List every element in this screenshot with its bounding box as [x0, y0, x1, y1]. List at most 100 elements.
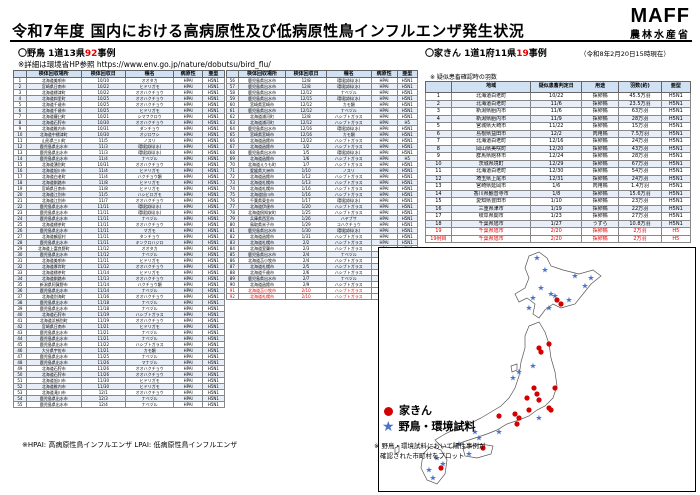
poultry-dot — [536, 397, 542, 403]
cell-no: 9 — [425, 152, 452, 161]
map-note-1: ※ 野鳥・環境試料において陽性事例が — [374, 442, 486, 450]
cell-region: 三重県津市 — [450, 204, 532, 213]
table-row: 13 宮崎県延岡市 1/6 肉用鶏 1.4万羽 H5N1 — [425, 182, 692, 191]
table-row: 19 千葉県旭市 2/20 採卵鶏 2万羽 H5 — [425, 227, 692, 236]
col-species: 種名 — [325, 70, 372, 78]
table-row: 51 北海道旭川市 11/30 ヒドリガモ HPAI H5N1 — [13, 377, 226, 384]
maff-logo: MAFF 農林水産省 — [630, 6, 690, 41]
cell-region: 宮城県大崎市 — [450, 122, 532, 131]
wild-star: ★ — [439, 460, 446, 469]
table-row: 39 鹿児島県出水市 11/18 ナベヅル HPAI H5N1 — [13, 305, 226, 312]
cell-judgement-date: 11/9 — [530, 114, 582, 123]
cell-judgement-date: 1/23 — [530, 212, 582, 221]
table-row: 57 鹿児島県出水市 12/8 環境試料(水) HPAI H5N1 — [226, 83, 419, 90]
wild-star: ★ — [529, 362, 536, 371]
page-title: 令和7年度 国内における高病原性及び低病原性鳥インフルエンザ発生状況 — [12, 22, 525, 40]
legend-wild-label: 野鳥・環境試料 — [398, 420, 476, 433]
wild-star: ★ — [587, 274, 594, 283]
cell-species: ハシブトガラス — [325, 293, 372, 300]
cell-region: 新潟県胎内市 — [450, 107, 532, 116]
poultry-dot — [480, 445, 486, 451]
cell-no: 11 — [425, 167, 452, 176]
poultry-dot — [526, 407, 532, 413]
cell-judgement-date: 11/22 — [530, 122, 582, 131]
table-row: 15 北海道湧別町 10/31 オオハクチョウ HPAI H5N1 — [13, 161, 226, 168]
table-row: 48 鹿児島県出水市 11/26 マナヅル HPAI H5N1 — [13, 359, 226, 366]
table-row: 16 三重県津市 1/19 採卵鶏 22万羽 H5N1 — [425, 204, 692, 213]
cell-subtype: H5N1 — [660, 219, 692, 228]
table-row: 1 北海道白老町 10/22 採卵鶏 45.5万羽 H5N1 — [425, 92, 692, 101]
cell-judgement-date: 12/29 — [530, 159, 582, 168]
table-row: 59 鹿児島県出水市 12/15 環境試料(水) HPAI H5N1 — [226, 95, 419, 102]
cell-count: 27万羽 — [618, 212, 662, 221]
table-row: 38 鹿児島県出水市 11/18 ナベヅル HPAI H5N1 — [13, 299, 226, 306]
wild-star: ★ — [465, 450, 472, 459]
blue-star-icon: ★ — [382, 419, 395, 435]
cell-use: 採卵鶏 — [580, 152, 620, 161]
cell-judgement-date: 11/6 — [530, 99, 582, 108]
poultry-table: 地域 疑似患畜判定日 用途 羽数(約) 亜型 1 北海道白老町 10/22 採卵鶏 45… — [425, 81, 692, 243]
cell-subtype: H5N1 — [660, 159, 692, 168]
col-species: 種名 — [124, 70, 175, 78]
wild-star: ★ — [529, 294, 536, 303]
wild-star: ★ — [533, 254, 540, 263]
table-row: 12 埼玉県上尾市 12/31 採卵鶏 24万羽 H5N1 — [425, 174, 692, 183]
wild-star: ★ — [537, 284, 544, 293]
cell-use: 肉用鶏 — [580, 129, 620, 138]
col-no — [425, 81, 452, 93]
poultry-sub-note: ※ 疑似患畜確認時の羽数 — [430, 74, 497, 81]
wild-star: ★ — [565, 296, 572, 305]
table-row: 9 群馬県館林市 12/24 採卵鶏 28万羽 H5N1 — [425, 152, 692, 161]
wild-star: ★ — [541, 266, 548, 275]
cell-judgement-date: 2/20 — [530, 234, 582, 243]
table-row: 65 宮崎県宮崎市 12/16 カモ類 HPAI H5N1 — [226, 131, 419, 138]
table-row: 26 鹿児島県出水市 11/11 マガモ HPAI H5N1 — [13, 227, 226, 234]
poultry-dot — [536, 345, 542, 351]
wild-heading: 〇野鳥 1道13県92事例 — [18, 46, 115, 59]
table-row: 79 兵庫県西宮市 1/26 ハヤブサ HPAI H5N1 — [226, 215, 419, 222]
cell-date: 12/4 — [80, 401, 126, 408]
cell-no: 1 — [425, 92, 452, 101]
table-row: 36 鹿児島県出水市 11/14 ナベヅル HPAI H5N1 — [13, 287, 226, 294]
table-row: 4 新潟県胎内市 11/9 採卵鶏 28万羽 H5N1 — [425, 114, 692, 123]
cell-subtype: H5N1 — [660, 114, 692, 123]
cell-judgement-date: 1/8 — [530, 189, 582, 198]
cell-no: 3 — [425, 107, 452, 116]
cell-count: 54万羽 — [618, 167, 662, 176]
col-judgement-date: 疑似患畜判定日 — [530, 81, 582, 93]
table-row: 14 香川県観音寺市 1/8 採卵鶏 15.6万羽 H5N1 — [425, 189, 692, 198]
poultry-dot — [496, 413, 502, 419]
cell-judgement-date: 2/20 — [530, 227, 582, 236]
table-row: 49 北海道石狩市 11/26 オオハクチョウ HPAI H5N1 — [13, 365, 226, 372]
maff-logo-sub: 農林水産省 — [630, 30, 690, 41]
poultry-dot — [514, 421, 520, 427]
cell-subtype: H5N1 — [660, 99, 692, 108]
table-row: 20 北海道江別市 11/5 ハシビロガモ HPAI H5N1 — [13, 191, 226, 198]
table-row: 81 鹿児島県出水市 1/30 環境試料(水) HPAI H5N1 — [226, 227, 419, 234]
cell-region: 茨城県境町 — [450, 159, 532, 168]
cell-region: 島根県益田市 — [450, 129, 532, 138]
cell-use: 採卵鶏 — [580, 122, 620, 131]
cell-use: うずら — [580, 219, 620, 228]
cell-use: 採卵鶏 — [580, 114, 620, 123]
hokkaido-shape — [514, 251, 602, 319]
table-row: 74 北海道札幌市 1/16 ハシブトガラス HPAI H5N1 — [226, 185, 419, 192]
poultry-date-note: （令和8年2月20日15時現在） — [580, 50, 670, 58]
cell-no: 12 — [425, 174, 452, 183]
cell-subtype: H5N1 — [660, 182, 692, 191]
cell-count: 22万羽 — [618, 204, 662, 213]
cell-count: 2万羽 — [618, 234, 662, 243]
footnote: ※HPAI: 高病原性鳥インフルエンザ LPAI: 低病原性鳥インフルエンザ — [22, 441, 238, 449]
table-row: 77 北海道伊達市 1/20 ハシブトガラス HPAI H5N1 — [226, 203, 419, 210]
cell-subtype: H5N1 — [660, 212, 692, 221]
table-row: 43 鹿児島県出水市 11/21 ナベヅル HPAI H5N1 — [13, 329, 226, 336]
cell-region: 埼玉県上尾市 — [450, 174, 532, 183]
table-row: 72 北海道函館市 1/12 ハシブトガラス HPAI H5N1 — [226, 173, 419, 180]
cell-count: 28万羽 — [618, 114, 662, 123]
col-location: 検体回収場所 — [237, 70, 287, 78]
col-date: 検体回収日 — [285, 70, 327, 78]
wild-star: ★ — [475, 434, 482, 443]
cell-subtype: H5N1 — [660, 122, 692, 131]
wild-star: ★ — [545, 304, 552, 313]
cell-count: 23.5万羽 — [618, 99, 662, 108]
